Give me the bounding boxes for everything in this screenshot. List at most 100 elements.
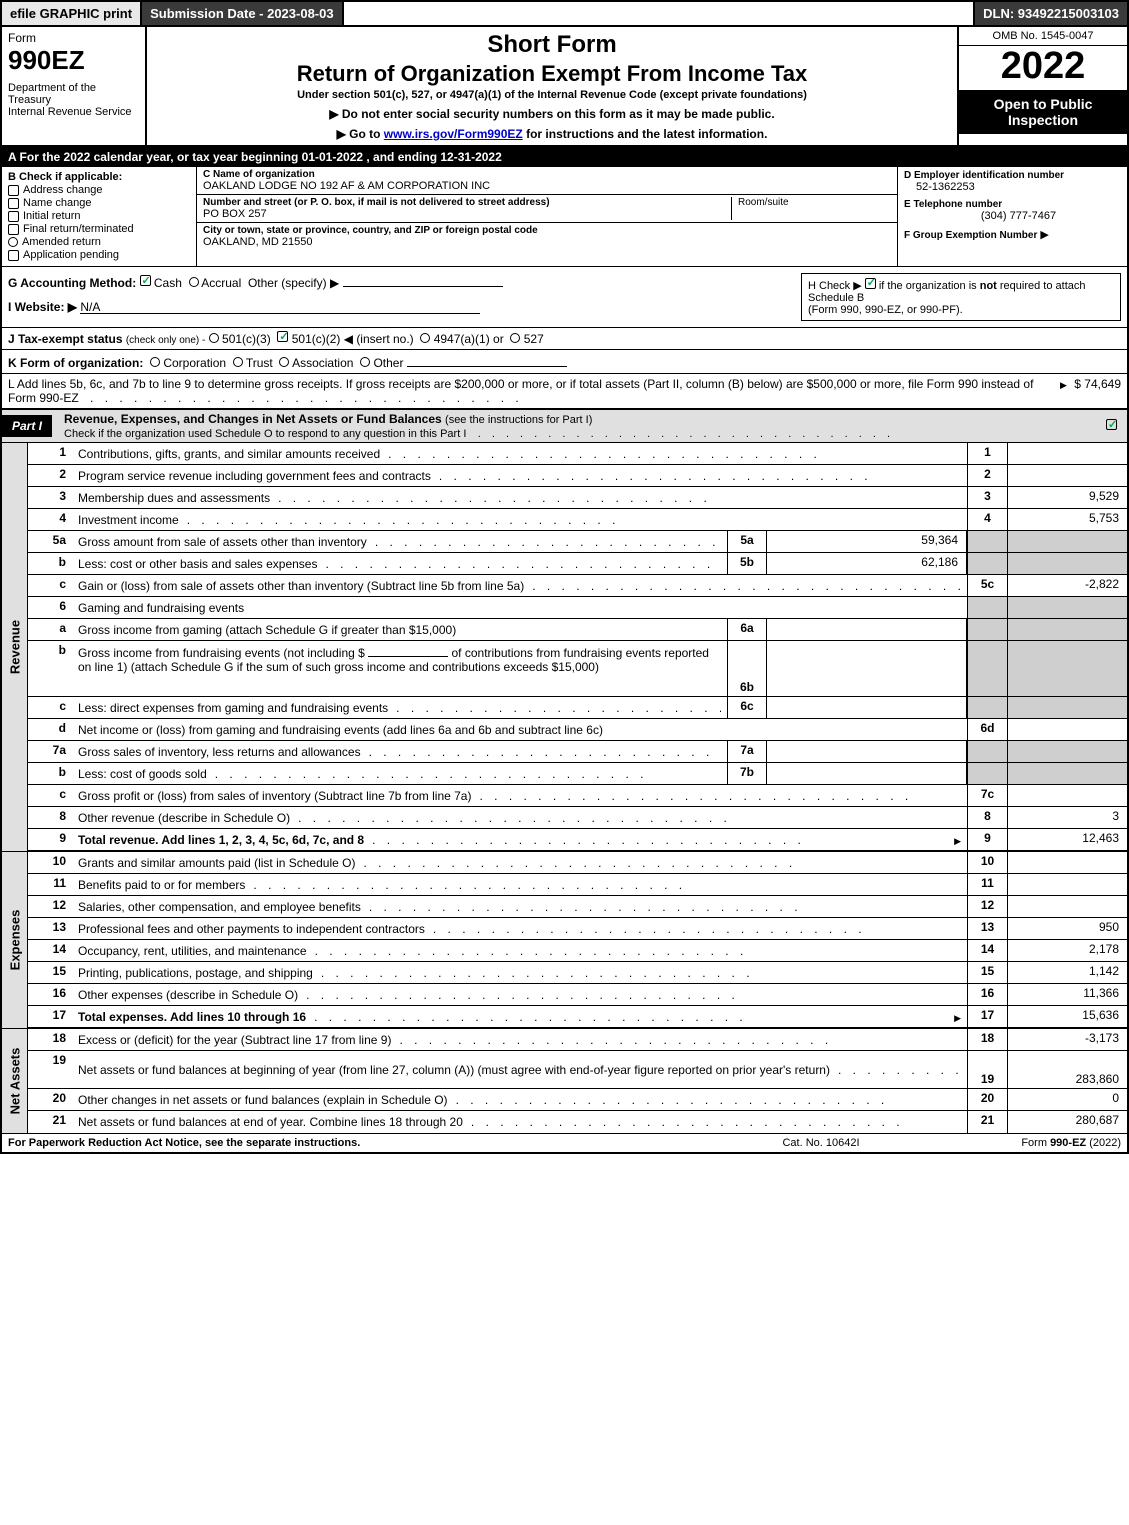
line-7c: cGross profit or (loss) from sales of in… — [28, 785, 1127, 807]
chk-501c[interactable] — [277, 331, 288, 342]
arrow-icon — [954, 833, 961, 847]
part-1-sub: Check if the organization used Schedule … — [64, 428, 466, 440]
title-main: Return of Organization Exempt From Incom… — [155, 61, 949, 87]
radio-association[interactable] — [279, 357, 289, 367]
instruction-1: ▶ Do not enter social security numbers o… — [155, 107, 949, 121]
instr2-pre: ▶ Go to — [337, 127, 384, 141]
line-17: 17Total expenses. Add lines 10 through 1… — [28, 1006, 1127, 1028]
form-header: Form 990EZ Department of the Treasury In… — [0, 27, 1129, 147]
chk-accrual[interactable] — [189, 277, 199, 287]
col-c-org-info: C Name of organization OAKLAND LODGE NO … — [197, 167, 897, 266]
col-d-e-f: D Employer identification number 52-1362… — [897, 167, 1127, 266]
phone-label: E Telephone number — [904, 199, 1121, 210]
k-label: K Form of organization: — [8, 356, 143, 370]
line-6: 6Gaming and fundraising events — [28, 597, 1127, 619]
irs-link[interactable]: www.irs.gov/Form990EZ — [384, 127, 523, 141]
form-ref: Form 990-EZ (2022) — [921, 1137, 1121, 1149]
form-number: 990EZ — [8, 45, 139, 76]
revenue-side-label: Revenue — [2, 443, 28, 851]
line-7a: 7aGross sales of inventory, less returns… — [28, 741, 1127, 763]
paperwork-notice: For Paperwork Reduction Act Notice, see … — [8, 1137, 721, 1149]
chk-cash[interactable] — [140, 275, 151, 286]
j-o1: 501(c)(3) — [222, 332, 271, 346]
line-6c: cLess: direct expenses from gaming and f… — [28, 697, 1127, 719]
line-6d: dNet income or (loss) from gaming and fu… — [28, 719, 1127, 741]
k-other-input[interactable] — [407, 353, 567, 367]
part-1-tag: Part I — [2, 415, 52, 437]
efile-print-button[interactable]: efile GRAPHIC print — [2, 2, 142, 25]
chk-amended-return[interactable] — [8, 237, 18, 247]
line-14: 14Occupancy, rent, utilities, and mainte… — [28, 940, 1127, 962]
org-name-label: C Name of organization — [203, 169, 891, 180]
city-value: OAKLAND, MD 21550 — [203, 236, 891, 248]
chk-name-change[interactable] — [8, 198, 19, 209]
chk-address-change-label: Address change — [23, 184, 103, 196]
radio-501c3[interactable] — [209, 333, 219, 343]
page-footer: For Paperwork Reduction Act Notice, see … — [0, 1133, 1129, 1154]
net-assets-table: Net Assets 18Excess or (deficit) for the… — [0, 1028, 1129, 1133]
line-12: 12Salaries, other compensation, and empl… — [28, 896, 1127, 918]
line-21-value: 280,687 — [1007, 1111, 1127, 1133]
chk-final-return-label: Final return/terminated — [23, 223, 134, 235]
radio-4947[interactable] — [420, 333, 430, 343]
chk-schedule-b[interactable] — [865, 278, 876, 289]
catalog-number: Cat. No. 10642I — [721, 1137, 921, 1149]
radio-other[interactable] — [360, 357, 370, 367]
k-assoc: Association — [292, 356, 353, 370]
line-19: 19Net assets or fund balances at beginni… — [28, 1051, 1127, 1089]
arrow-icon — [954, 1010, 961, 1024]
submission-date-label: Submission Date - 2023-08-03 — [142, 2, 344, 25]
form-word: Form — [8, 31, 139, 45]
radio-trust[interactable] — [233, 357, 243, 367]
subtitle: Under section 501(c), 527, or 4947(a)(1)… — [155, 89, 949, 101]
line-5b-value: 62,186 — [767, 553, 967, 574]
row-h-box: H Check ▶ if the organization is not req… — [801, 273, 1121, 321]
chk-name-change-label: Name change — [23, 197, 92, 209]
chk-application-pending[interactable] — [8, 250, 19, 261]
line-5c: cGain or (loss) from sale of assets othe… — [28, 575, 1127, 597]
chk-amended-return-label: Amended return — [22, 236, 101, 248]
line-5a-value: 59,364 — [767, 531, 967, 552]
radio-corporation[interactable] — [150, 357, 160, 367]
other-label: Other (specify) ▶ — [248, 276, 339, 290]
chk-application-pending-label: Application pending — [23, 249, 119, 261]
line-7b: bLess: cost of goods sold . . . . . . . … — [28, 763, 1127, 785]
chk-address-change[interactable] — [8, 185, 19, 196]
accrual-label: Accrual — [201, 276, 241, 290]
line-2: 2Program service revenue including gover… — [28, 465, 1127, 487]
j-label: J Tax-exempt status — [8, 332, 123, 346]
instr2-post: for instructions and the latest informat… — [523, 127, 768, 141]
line-8: 8Other revenue (describe in Schedule O) … — [28, 807, 1127, 829]
dots: . . . . . . . . . . . . . . . . . . . . … — [82, 391, 523, 405]
chk-schedule-o-part1[interactable] — [1106, 419, 1117, 430]
line-6b-input[interactable] — [368, 643, 448, 657]
title-short: Short Form — [155, 31, 949, 59]
topbar-spacer — [344, 2, 974, 25]
chk-initial-return[interactable] — [8, 211, 19, 222]
form-id-block: Form 990EZ Department of the Treasury In… — [2, 27, 147, 145]
org-name-value: OAKLAND LODGE NO 192 AF & AM CORPORATION… — [203, 180, 891, 192]
line-5c-value: -2,822 — [1007, 575, 1127, 596]
chk-final-return[interactable] — [8, 224, 19, 235]
line-3-value: 9,529 — [1007, 487, 1127, 508]
line-5a: 5aGross amount from sale of assets other… — [28, 531, 1127, 553]
h-not: not — [980, 280, 997, 292]
line-6a: aGross income from gaming (attach Schedu… — [28, 619, 1127, 641]
header-right-block: OMB No. 1545-0047 2022 Open to Public In… — [957, 27, 1127, 145]
j-o4: 527 — [524, 332, 544, 346]
other-specify-input[interactable] — [343, 273, 503, 287]
radio-527[interactable] — [510, 333, 520, 343]
line-9: 9Total revenue. Add lines 1, 2, 3, 4, 5c… — [28, 829, 1127, 851]
j-o2c: ) ◀ (insert no.) — [336, 332, 413, 346]
block-b-to-f: B Check if applicable: Address change Na… — [0, 167, 1129, 267]
street-value: PO BOX 257 — [203, 208, 731, 220]
net-assets-side-label: Net Assets — [2, 1029, 28, 1133]
ein-value: 52-1362253 — [904, 181, 1121, 193]
part-1-header: Part I Revenue, Expenses, and Changes in… — [0, 409, 1129, 443]
chk-initial-return-label: Initial return — [23, 210, 80, 222]
open-inspection-badge: Open to Public Inspection — [959, 90, 1127, 134]
k-other: Other — [373, 356, 403, 370]
line-18: 18Excess or (deficit) for the year (Subt… — [28, 1029, 1127, 1051]
g-label: G Accounting Method: — [8, 276, 136, 290]
line-10: 10Grants and similar amounts paid (list … — [28, 852, 1127, 874]
